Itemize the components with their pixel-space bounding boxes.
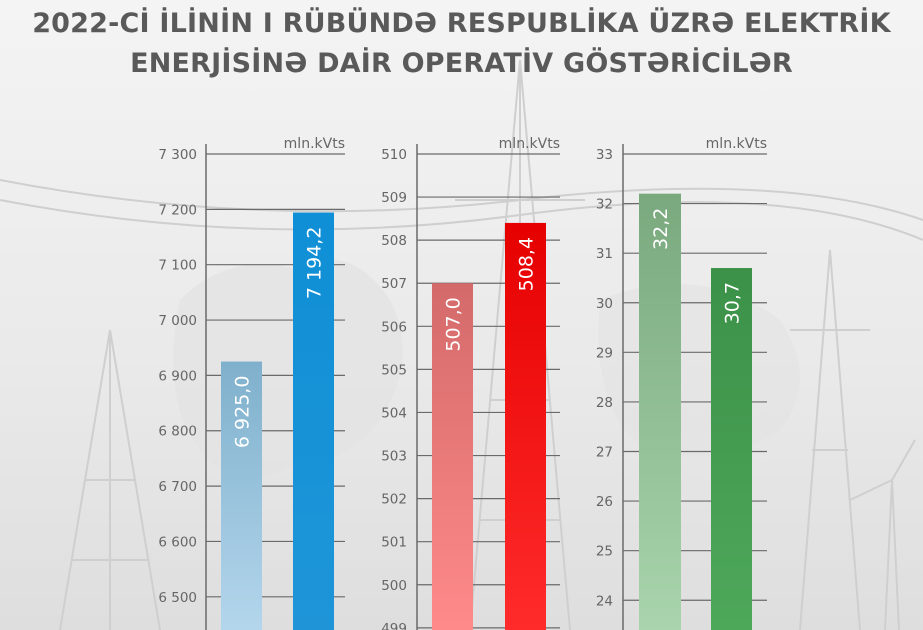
chart-title-line-2: ENERJİSİNƏ DAİR OPERATİV GÖSTƏRİCİLƏR: [130, 48, 793, 79]
chart-1-bar-1: [221, 361, 262, 630]
chart-2-tick-label: 502: [381, 492, 407, 508]
chart-2-bar-2: [505, 222, 546, 630]
chart-2-tick-label: 499: [381, 621, 407, 630]
chart-1-tick-label: 7 300: [158, 147, 197, 163]
chart-2-tick-label: 507: [381, 276, 407, 292]
chart-1-tick-label: 7 100: [158, 258, 197, 274]
chart-2-tick-label: 500: [381, 578, 407, 594]
chart-3-bar-2-value-label: 30,7: [722, 282, 744, 324]
chart-1-tick-label: 6 600: [158, 534, 197, 550]
chart-1-unit-label: mln.kVts: [284, 136, 345, 152]
chart-2-bar-2-value-label: 508,4: [516, 237, 538, 291]
chart-3-tick-label: 26: [596, 494, 613, 510]
chart-1-bar-1-value-label: 6 925,0: [232, 376, 254, 449]
chart-2-bar-1: [432, 283, 473, 630]
chart-2-tick-label: 509: [381, 190, 407, 206]
chart-1-tick-label: 6 900: [158, 368, 197, 384]
chart-1-bar-2: [293, 212, 334, 630]
chart-2-tick-label: 506: [381, 319, 407, 335]
chart-3-unit-label: mln.kVts: [706, 136, 767, 152]
chart-3-bar-1-value-label: 32,2: [650, 208, 672, 250]
chart-3-tick-label: 28: [596, 395, 613, 411]
chart-2-unit-label: mln.kVts: [499, 136, 560, 152]
chart-3-tick-label: 27: [596, 445, 613, 461]
chart-2-tick-label: 510: [381, 147, 407, 163]
chart-3-tick-label: 31: [596, 246, 613, 262]
chart-2-bar-1-value-label: 507,0: [443, 297, 465, 351]
chart-3-tick-label: 33: [596, 147, 613, 163]
chart-2-tick-label: 503: [381, 449, 407, 465]
chart-3-tick-label: 25: [596, 544, 613, 560]
chart-3-tick-label: 32: [596, 197, 613, 213]
chart-3-tick-label: 29: [596, 345, 613, 361]
chart-2-tick-label: 508: [381, 233, 407, 249]
chart-2: 499 500 501 502 503 504 505 506 507 508 509 510 mln.…: [381, 136, 560, 630]
chart-1-bar-2-value-label: 7 194,2: [304, 227, 326, 300]
chart-3-bar-2: [711, 268, 752, 630]
chart-1-tick-label: 6 800: [158, 424, 197, 440]
chart-3-bar-1: [639, 193, 681, 630]
chart-1-tick-label: 7 200: [158, 202, 197, 218]
chart-3-tick-label: 30: [596, 296, 613, 312]
chart-title-line-1: 2022-Cİ İLİNİN I RÜBÜNDƏ RESPUBLİKA ÜZRƏ…: [32, 8, 891, 39]
chart-1-tick-label: 6 500: [158, 590, 197, 606]
chart-3-tick-label: 24: [596, 593, 613, 609]
chart-1-tick-label: 7 000: [158, 313, 197, 329]
chart-2-tick-label: 505: [381, 362, 407, 378]
chart-1: 6 500 6 600 6 700 6 800 6 900 7 000 7 100 7 200…: [158, 136, 345, 630]
chart-2-tick-label: 501: [381, 535, 407, 551]
chart-3: 24 25 26 27 28 29 30 31 32 33 mln.kVts 32,2 30,7: [596, 136, 767, 630]
chart-1-tick-label: 6 700: [158, 479, 197, 495]
chart-2-tick-label: 504: [381, 405, 407, 421]
